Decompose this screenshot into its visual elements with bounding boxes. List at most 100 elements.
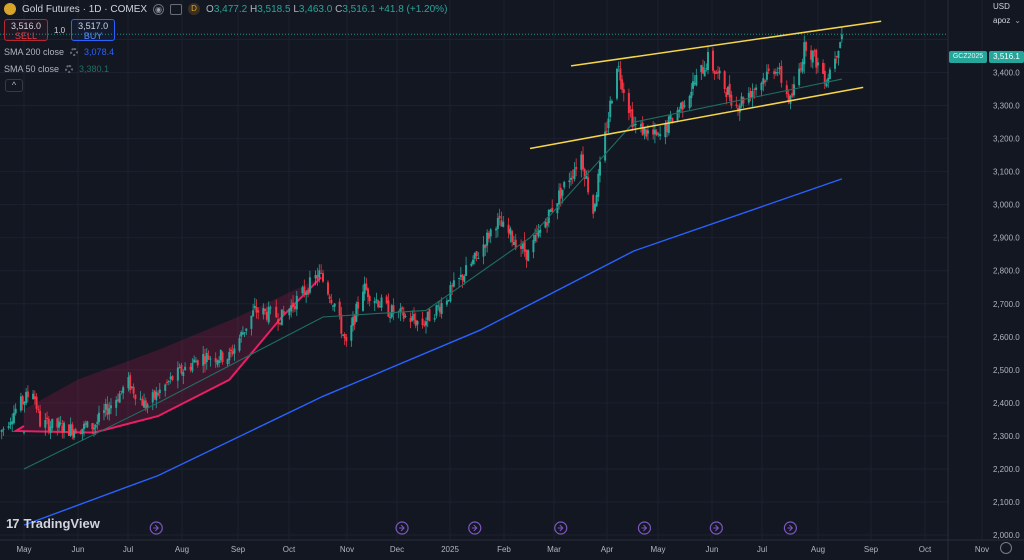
- settings-gear-icon[interactable]: [65, 65, 74, 73]
- candle-body: [535, 233, 538, 235]
- order-quantity[interactable]: 1.0: [54, 25, 66, 35]
- event-arrow-icon: [399, 524, 405, 532]
- tradingview-logo[interactable]: 17 TradingView: [6, 516, 100, 531]
- candle-body: [81, 428, 84, 434]
- candle-body: [738, 105, 741, 113]
- candle-body: [144, 400, 147, 410]
- candle-body: [737, 108, 739, 112]
- price-scale-header: USD apoz ⌄: [989, 0, 1024, 30]
- candle-body: [463, 276, 466, 282]
- x-tick-label: Jun: [72, 545, 85, 554]
- candle-body: [755, 87, 758, 90]
- channel-lower-line: [529, 86, 864, 150]
- candle-body: [392, 305, 395, 314]
- candle-body: [549, 209, 552, 212]
- candle-body: [399, 308, 402, 313]
- candle-body: [486, 232, 489, 246]
- indicator-sma200[interactable]: SMA 200 close 3,078.4: [4, 46, 114, 58]
- candle-body: [328, 296, 331, 299]
- candle-body: [290, 305, 293, 312]
- candle-body: [437, 305, 440, 307]
- candle-body: [727, 86, 729, 95]
- candle-body: [414, 319, 417, 326]
- indicator-name: SMA 50 close: [4, 64, 60, 74]
- y-tick-label: 2,200.0: [993, 465, 1020, 474]
- candle-body: [629, 110, 632, 112]
- symbol-header: Gold Futures · 1D · COMEX ◉ D O3,477.2 H…: [4, 2, 447, 16]
- candle-body: [730, 94, 733, 106]
- candle-body: [433, 318, 436, 320]
- candle-body: [639, 124, 642, 127]
- candle-body: [539, 229, 542, 233]
- candle-body: [91, 423, 94, 430]
- candle-body: [146, 404, 149, 409]
- candle-body: [532, 240, 535, 253]
- candle-body: [587, 177, 590, 193]
- sell-button[interactable]: 3,516.0 SELL: [4, 19, 48, 41]
- candle-body: [350, 325, 353, 341]
- candle-body: [9, 422, 12, 425]
- candle-body: [7, 425, 10, 428]
- candle-body: [169, 376, 172, 380]
- eye-icon[interactable]: ◉: [153, 3, 165, 15]
- candle-body: [221, 352, 224, 362]
- candle-body: [255, 306, 258, 313]
- candle-body: [740, 96, 743, 107]
- candle-body: [194, 360, 197, 363]
- candle-body: [158, 389, 161, 394]
- settings-gear-icon[interactable]: [70, 48, 79, 56]
- candle-body: [477, 257, 480, 259]
- candle-body: [357, 302, 359, 309]
- candle-body: [275, 306, 278, 318]
- candle-body: [641, 122, 644, 136]
- x-tick-label: Sep: [864, 545, 879, 554]
- candle-body: [489, 229, 492, 237]
- candle-body: [108, 408, 111, 415]
- candle-body: [365, 283, 368, 290]
- candle-body: [193, 359, 196, 363]
- candle-body: [216, 360, 219, 365]
- candle-body: [180, 364, 183, 374]
- dividend-badge[interactable]: D: [188, 3, 201, 15]
- candle-body: [218, 360, 221, 363]
- candle-body: [804, 41, 807, 51]
- candle-body: [385, 296, 388, 304]
- collapse-indicators-button[interactable]: ^: [5, 79, 23, 92]
- candle-body: [822, 62, 825, 74]
- candle-body: [35, 396, 38, 409]
- candle-body: [387, 300, 390, 317]
- candle-body: [166, 381, 169, 383]
- candle-body: [342, 334, 344, 336]
- candle-body: [621, 79, 624, 90]
- currency-selector[interactable]: USD: [993, 2, 1010, 11]
- symbol-title[interactable]: Gold Futures · 1D · COMEX: [22, 3, 148, 15]
- user-label[interactable]: apoz: [993, 16, 1011, 25]
- chart-settings-icon[interactable]: [1000, 542, 1012, 554]
- candle-body: [33, 396, 36, 400]
- x-tick-label: Dec: [390, 545, 404, 554]
- candle-body: [692, 81, 694, 89]
- economic-event-marker: [637, 521, 652, 535]
- candle-body: [322, 273, 324, 282]
- candle-body: [338, 301, 341, 316]
- compare-icon[interactable]: [170, 3, 183, 15]
- candle-body: [428, 308, 431, 322]
- x-tick-label: Sep: [231, 545, 246, 554]
- candle-body: [810, 50, 813, 60]
- candle-body: [74, 429, 77, 434]
- candle-body: [791, 93, 794, 97]
- candle-body: [659, 134, 662, 137]
- candle-body: [496, 217, 499, 229]
- y-tick-label: 2,000.0: [993, 531, 1020, 540]
- chevron-down-icon[interactable]: ⌄: [1014, 16, 1021, 25]
- y-tick-label: 3,000.0: [993, 201, 1020, 210]
- buy-button[interactable]: 3,517.0 BUY: [71, 19, 116, 41]
- candle-body: [205, 352, 208, 363]
- x-tick-label: Nov: [975, 545, 989, 554]
- candle-body: [314, 275, 317, 279]
- indicator-sma50[interactable]: SMA 50 close 3,380.1: [4, 63, 109, 75]
- candle-body: [61, 425, 64, 433]
- x-tick-label: May: [16, 545, 31, 554]
